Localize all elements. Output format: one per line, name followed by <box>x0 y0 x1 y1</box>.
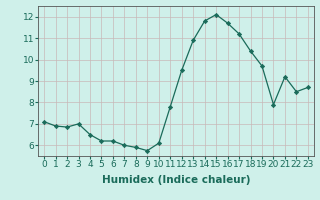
X-axis label: Humidex (Indice chaleur): Humidex (Indice chaleur) <box>102 175 250 185</box>
